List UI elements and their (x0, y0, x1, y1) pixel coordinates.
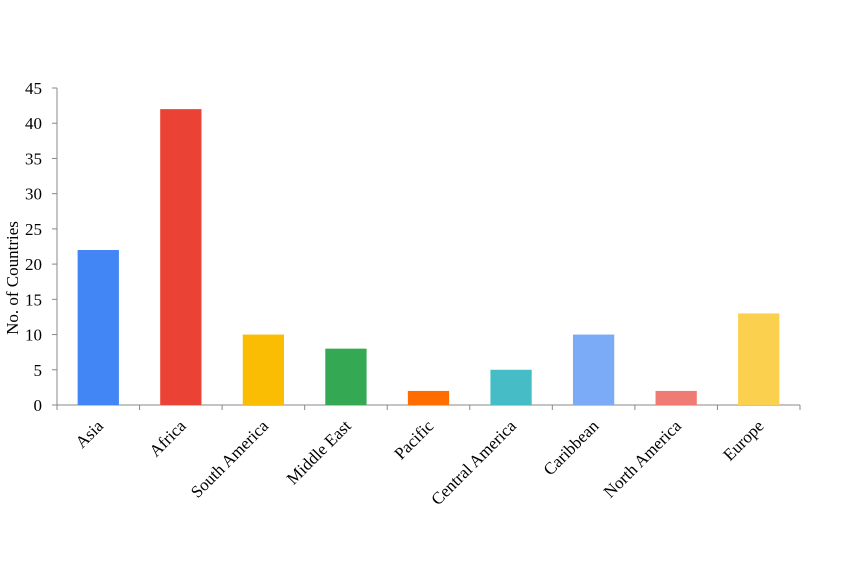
bar (242, 334, 285, 405)
y-axis-label: No. of Countries (3, 221, 22, 335)
x-tick-label: Pacific (391, 416, 438, 463)
bar (572, 334, 615, 405)
bar (655, 390, 697, 405)
bar (407, 390, 450, 405)
x-tick-label: Africa (146, 416, 190, 460)
y-tick-label: 25 (25, 220, 42, 239)
x-tick-label: Middle East (283, 416, 355, 488)
x-tick-label: Central America (427, 416, 520, 509)
y-tick-label: 40 (25, 114, 42, 133)
y-tick-label: 15 (25, 290, 42, 309)
x-tick-label: Asia (72, 416, 108, 452)
y-tick-label: 30 (25, 185, 42, 204)
x-tick-label: South America (187, 416, 273, 502)
y-tick-label: 10 (25, 326, 42, 345)
bar (490, 369, 532, 405)
x-tick-label: North America (600, 416, 686, 502)
bar (77, 250, 119, 405)
bar (738, 313, 780, 405)
x-tick-label: Caribbean (540, 416, 603, 479)
x-tick-label: Europe (719, 416, 767, 464)
y-tick-label: 35 (25, 149, 42, 168)
bar (160, 109, 202, 405)
y-tick-label: 20 (25, 255, 42, 274)
y-tick-label: 5 (34, 361, 43, 380)
y-tick-label: 45 (25, 79, 42, 98)
bar (325, 348, 367, 405)
y-tick-label: 0 (34, 396, 43, 415)
